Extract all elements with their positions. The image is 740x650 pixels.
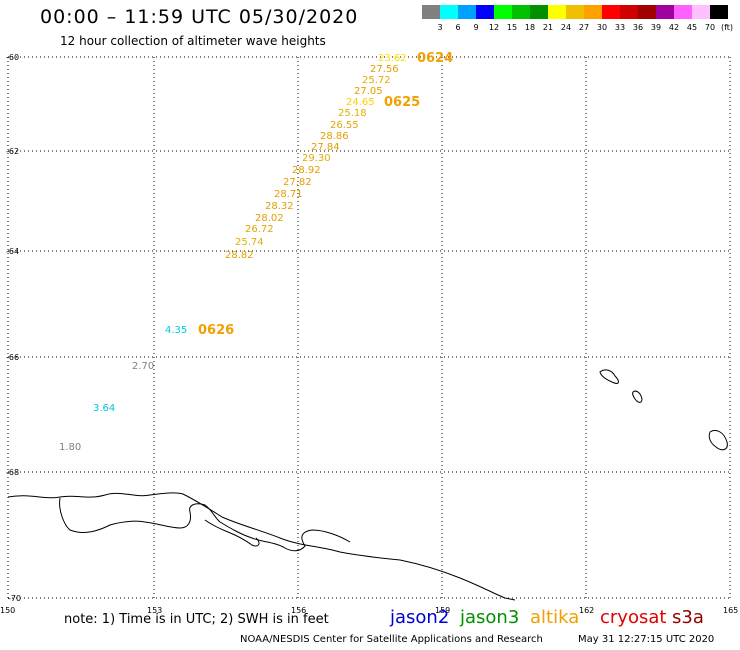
- wave-reading: 28.32: [265, 201, 294, 212]
- scale-swatch: [656, 5, 674, 19]
- wave-reading: 27.84: [311, 142, 340, 153]
- wave-reading: 28.92: [292, 165, 321, 176]
- pass-labels: 0624 0625 0626: [198, 51, 453, 338]
- wave-reading: 4.35: [165, 325, 187, 336]
- legend-jason3: jason3: [460, 607, 520, 628]
- legend-s3a: s3a: [672, 607, 704, 628]
- scale-swatch: [476, 5, 494, 19]
- scale-label: 36: [632, 23, 644, 32]
- credit-line: NOAA/NESDIS Center for Satellite Applica…: [240, 634, 543, 645]
- scale-label: 3: [437, 23, 443, 32]
- scale-unit: (ft): [720, 23, 734, 32]
- wave-reading: 27.82: [283, 177, 312, 188]
- lon-label: 153: [147, 606, 162, 615]
- scale-swatch: [602, 5, 620, 19]
- scale-label: 18: [524, 23, 536, 32]
- map-title: 00:00 – 11:59 UTC 05/30/2020: [40, 6, 359, 28]
- pass-label: 0624: [417, 51, 453, 66]
- scale-label: 27: [578, 23, 590, 32]
- wave-reading: 25.18: [338, 108, 367, 119]
- coastline: [7, 369, 728, 601]
- island-3: [708, 429, 728, 451]
- wave-reading: 28.02: [255, 213, 284, 224]
- legend-cryosat: cryosat: [600, 607, 667, 628]
- lat-label: -64: [6, 247, 19, 256]
- wave-reading: 3.64: [93, 403, 115, 414]
- scale-label: 42: [668, 23, 680, 32]
- pass-label: 0625: [384, 95, 420, 110]
- scale-label: 9: [473, 23, 479, 32]
- lon-label: 156: [291, 606, 306, 615]
- lat-label: -60: [6, 53, 19, 62]
- wave-reading: 28.86: [320, 131, 349, 142]
- scale-swatch: [440, 5, 458, 19]
- lat-label: -66: [6, 353, 19, 362]
- scale-label: 15: [506, 23, 518, 32]
- scale-swatch: [674, 5, 692, 19]
- legend-jason2: jason2: [390, 607, 450, 628]
- scale-label: 30: [596, 23, 608, 32]
- wave-reading: 28.82: [225, 250, 254, 261]
- scale-label: 24: [560, 23, 572, 32]
- coastline-inlet: [204, 519, 260, 547]
- scale-swatch: [458, 5, 476, 19]
- wave-reading: 23.62: [378, 53, 407, 64]
- wave-reading: 26.72: [245, 224, 274, 235]
- scale-swatch: [584, 5, 602, 19]
- wave-reading: 1.80: [59, 442, 81, 453]
- island-1: [599, 369, 619, 384]
- pass-label: 0626: [198, 323, 234, 338]
- island-2: [632, 390, 643, 403]
- lat-lon-grid: -60 -62 -64 -66 -68 -70 150 153 156 159 162 165: [0, 53, 738, 615]
- scale-swatch: [566, 5, 584, 19]
- lat-label: -62: [6, 147, 19, 156]
- wave-reading: 24.65: [346, 97, 375, 108]
- lon-label: 150: [0, 606, 15, 615]
- scale-swatch: [620, 5, 638, 19]
- scale-swatch: [512, 5, 530, 19]
- lon-label: 159: [435, 606, 450, 615]
- generated-timestamp: May 31 12:27:15 UTC 2020: [578, 634, 715, 645]
- lat-label: -70: [8, 594, 21, 603]
- map-subtitle: 12 hour collection of altimeter wave hei…: [60, 34, 326, 48]
- scale-swatch: [548, 5, 566, 19]
- scale-label: 45: [686, 23, 698, 32]
- wave-reading: 2.70: [132, 361, 154, 372]
- wave-reading: 26.55: [330, 120, 359, 131]
- lon-label: 162: [579, 606, 594, 615]
- wave-reading: 27.05: [354, 86, 383, 97]
- legend-altika: altika: [530, 607, 580, 628]
- scale-label: 70: [704, 23, 716, 32]
- wave-reading: 27.56: [370, 64, 399, 75]
- wave-reading: 28.71: [274, 189, 303, 200]
- scale-swatch: [494, 5, 512, 19]
- scale-swatch: [530, 5, 548, 19]
- scale-swatch: [710, 5, 728, 19]
- wave-height-readings: 23.6227.5625.7227.0524.6525.1826.5528.86…: [59, 53, 407, 453]
- coastline-peninsula: [59, 497, 351, 552]
- scale-label: 33: [614, 23, 626, 32]
- scale-label: 39: [650, 23, 662, 32]
- lat-label: -68: [6, 468, 19, 477]
- scale-label: 21: [542, 23, 554, 32]
- scale-label: 6: [455, 23, 461, 32]
- wave-reading: 29.30: [302, 153, 331, 164]
- scale-swatch: [422, 5, 440, 19]
- scale-label: 12: [488, 23, 500, 32]
- wave-reading: 25.74: [235, 237, 264, 248]
- scale-swatch: [692, 5, 710, 19]
- wave-reading: 25.72: [362, 75, 391, 86]
- lon-label: 165: [723, 606, 738, 615]
- units-note: note: 1) Time is in UTC; 2) SWH is in fe…: [64, 612, 329, 627]
- coastline-antarctica: [7, 492, 516, 601]
- scale-swatch: [638, 5, 656, 19]
